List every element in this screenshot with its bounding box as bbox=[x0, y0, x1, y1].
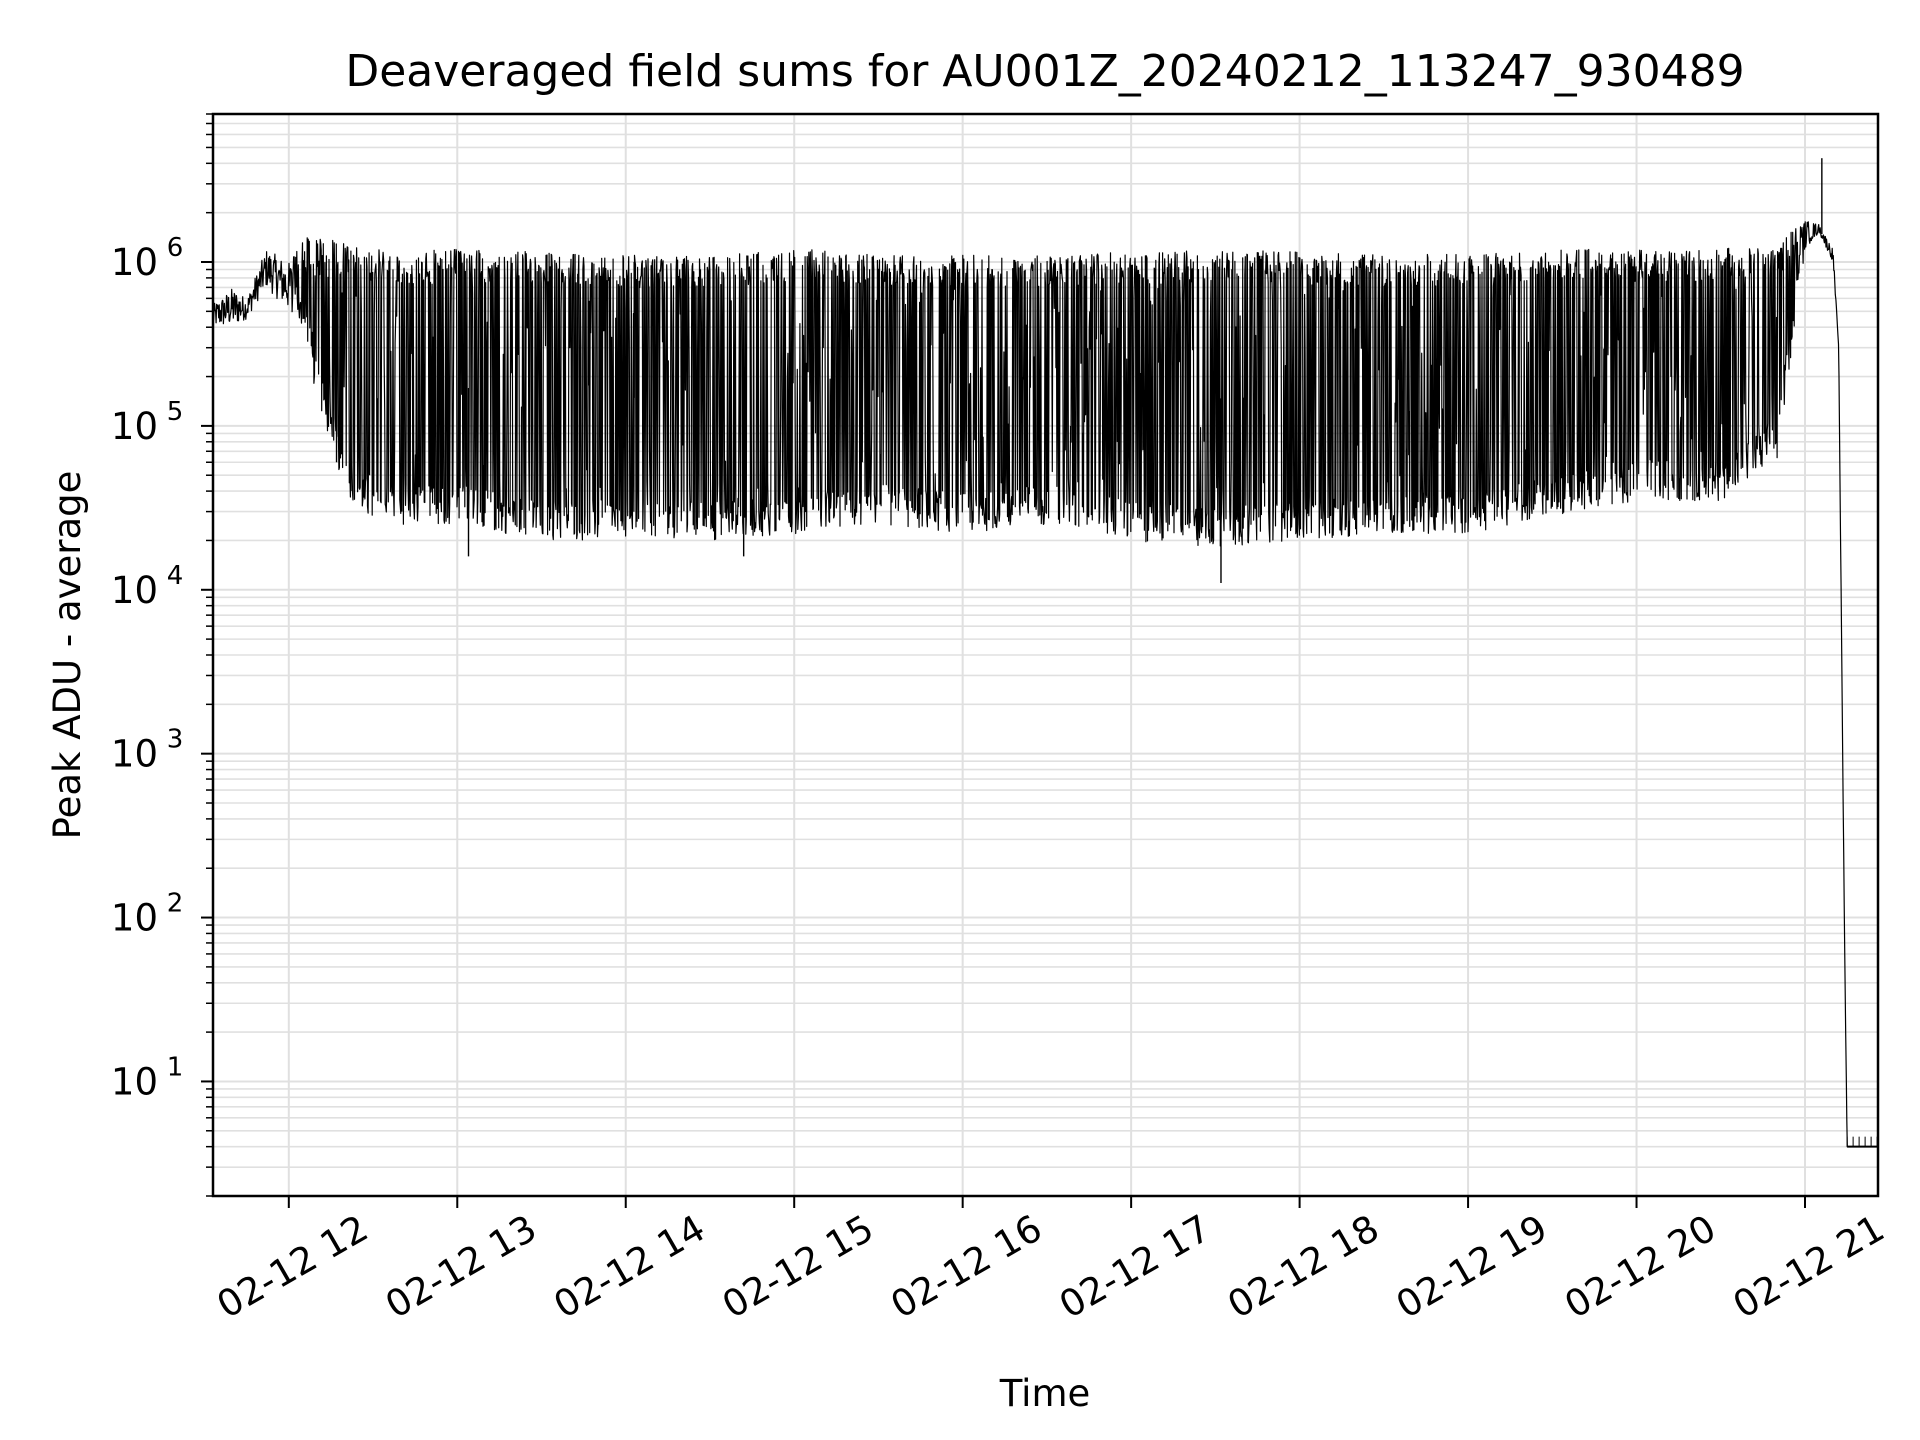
y-tick-exponent: 2 bbox=[167, 889, 184, 919]
y-tick-label: 10 bbox=[111, 897, 158, 940]
y-tick-label: 10 bbox=[111, 733, 158, 776]
y-tick-exponent: 6 bbox=[167, 233, 184, 263]
y-tick-label: 10 bbox=[111, 241, 158, 284]
y-tick-exponent: 1 bbox=[167, 1052, 184, 1082]
y-axis-label: Peak ADU - average bbox=[46, 471, 89, 840]
y-tick-exponent: 3 bbox=[167, 725, 184, 755]
chart-title: Deaveraged field sums for AU001Z_2024021… bbox=[345, 46, 1744, 97]
y-tick-label: 10 bbox=[111, 1060, 158, 1103]
x-axis-label: Time bbox=[999, 1372, 1091, 1415]
y-tick-exponent: 4 bbox=[167, 561, 184, 591]
y-tick-label: 10 bbox=[111, 405, 158, 448]
y-tick-exponent: 5 bbox=[167, 397, 184, 427]
series-line bbox=[212, 221, 1879, 1148]
data-series bbox=[212, 158, 1879, 1148]
y-axis-ticks: 10 1 10 2 10 3 10 4 10 5 10 6 bbox=[111, 113, 213, 1197]
y-tick-label: 10 bbox=[111, 569, 158, 612]
